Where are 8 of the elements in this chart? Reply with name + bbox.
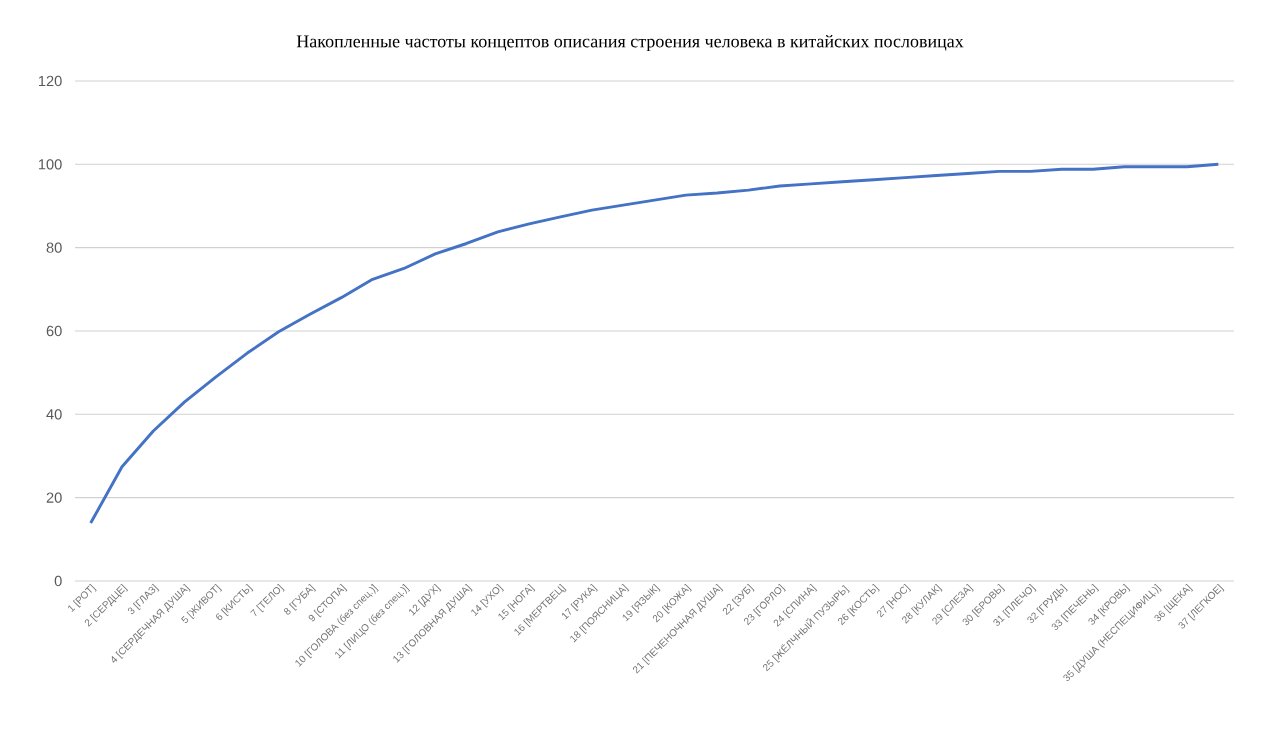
y-tick-label: 80 [46, 242, 62, 253]
y-tick-label: 100 [38, 159, 62, 170]
y-tick-label: 60 [46, 325, 62, 337]
chart-title: Накопленные частоты концептов описания строения человека в китайских пословицах [296, 34, 964, 52]
y-tick-label: 20 [46, 492, 62, 503]
y-tick-label: 40 [46, 409, 62, 420]
y-tick-label: 120 [38, 75, 62, 87]
y-tick-label: 0 [54, 575, 62, 587]
